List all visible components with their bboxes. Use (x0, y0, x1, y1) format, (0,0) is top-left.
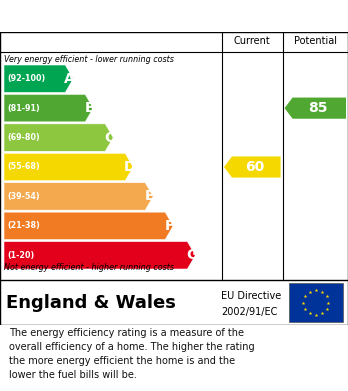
Text: The energy efficiency rating is a measure of the
overall efficiency of a home. T: The energy efficiency rating is a measur… (9, 328, 254, 380)
Text: Current: Current (234, 36, 271, 46)
Polygon shape (4, 242, 195, 269)
Text: D: D (124, 160, 135, 174)
Text: (21-38): (21-38) (7, 221, 40, 230)
Polygon shape (285, 97, 346, 119)
Text: A: A (64, 72, 75, 86)
Text: (92-100): (92-100) (7, 74, 45, 83)
Text: 60: 60 (245, 160, 264, 174)
Text: EU Directive: EU Directive (221, 291, 281, 301)
Text: Very energy efficient - lower running costs: Very energy efficient - lower running co… (4, 55, 174, 64)
Text: 2002/91/EC: 2002/91/EC (221, 307, 277, 316)
Text: Not energy efficient - higher running costs: Not energy efficient - higher running co… (4, 263, 174, 272)
Text: (1-20): (1-20) (7, 251, 34, 260)
Text: 85: 85 (308, 101, 327, 115)
Text: G: G (186, 248, 197, 262)
Polygon shape (4, 124, 113, 151)
Text: (69-80): (69-80) (7, 133, 40, 142)
Text: (81-91): (81-91) (7, 104, 40, 113)
Text: (55-68): (55-68) (7, 163, 40, 172)
Polygon shape (4, 212, 173, 240)
Text: B: B (84, 101, 95, 115)
Polygon shape (4, 153, 133, 181)
Text: C: C (104, 131, 115, 145)
Polygon shape (4, 65, 73, 92)
Text: E: E (145, 189, 155, 203)
Polygon shape (4, 183, 153, 210)
Text: Potential: Potential (294, 36, 337, 46)
Text: England & Wales: England & Wales (6, 294, 176, 312)
Polygon shape (224, 156, 280, 178)
Polygon shape (4, 95, 93, 122)
Bar (289, 283, 343, 322)
Text: F: F (165, 219, 174, 233)
Text: Energy Efficiency Rating: Energy Efficiency Rating (9, 9, 230, 23)
Text: (39-54): (39-54) (7, 192, 40, 201)
